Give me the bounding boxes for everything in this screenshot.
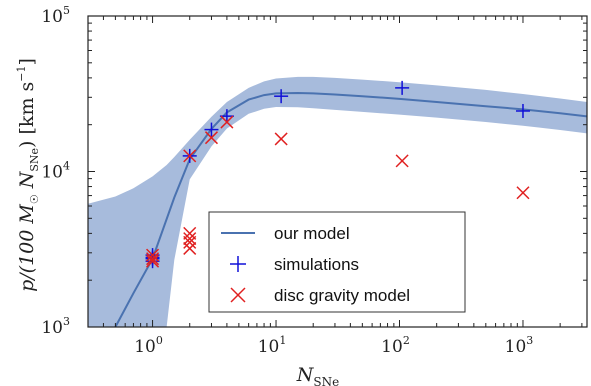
cross-b [183, 241, 197, 255]
cross-b [516, 186, 530, 200]
simulation-point [274, 89, 289, 104]
legend-label-simulations: simulations [274, 255, 359, 274]
y-axis-label: p/(100 M☉ NSNe) [km s−1] [15, 58, 41, 292]
cross-b [183, 149, 197, 163]
marker-layer [145, 80, 530, 269]
x-tick-label: 100 [134, 334, 163, 357]
disc-gravity-point [146, 252, 160, 266]
y-axis-label-text: p/(100 M☉ NSNe) [km s−1] [15, 58, 41, 292]
model-line-layer [114, 91, 587, 327]
x-tick-label: 102 [381, 334, 410, 357]
disc-gravity-point [146, 248, 160, 262]
legend-label-our-model: our model [274, 224, 350, 243]
x-tick-label: 103 [505, 334, 534, 357]
y-tick-label: 105 [41, 4, 70, 27]
disc-gravity-point [183, 149, 197, 163]
cross-b [146, 248, 160, 262]
cross-b [183, 232, 197, 246]
x-axis-label: NSNe [296, 364, 339, 386]
cross-b [274, 132, 288, 146]
tick-layer: 100 101 102 103 103 104 105 [41, 4, 587, 357]
y-tick-label: 103 [41, 315, 70, 338]
disc-gravity-point [204, 131, 219, 145]
disc-gravity-point [220, 115, 234, 129]
legend-x-swatch [230, 287, 246, 303]
cross-b [146, 254, 160, 268]
cross-b [183, 235, 197, 249]
cross-b [204, 131, 219, 145]
simulation-point [204, 122, 219, 137]
y-tick-label: 104 [41, 160, 70, 183]
disc-gravity-point [183, 235, 197, 249]
x-tick-label: 101 [258, 334, 287, 357]
disc-gravity-point [395, 154, 409, 168]
simulation-point [515, 103, 530, 118]
cross-b [220, 115, 234, 129]
model-line [114, 91, 587, 327]
cross-b [146, 252, 160, 266]
legend-plus-swatch [230, 256, 246, 272]
disc-gravity-point [274, 132, 288, 146]
disc-gravity-point [516, 186, 530, 200]
legend-label-disc-gravity-model: disc gravity model [274, 286, 410, 305]
legend-box [208, 211, 466, 313]
disc-gravity-point [146, 254, 160, 268]
legend: our model simulations disc gravity model [208, 211, 466, 313]
simulation-point [219, 109, 234, 124]
cross-b [395, 154, 409, 168]
disc-gravity-point [183, 232, 197, 246]
disc-gravity-point [183, 241, 197, 255]
simulation-point [395, 80, 410, 95]
